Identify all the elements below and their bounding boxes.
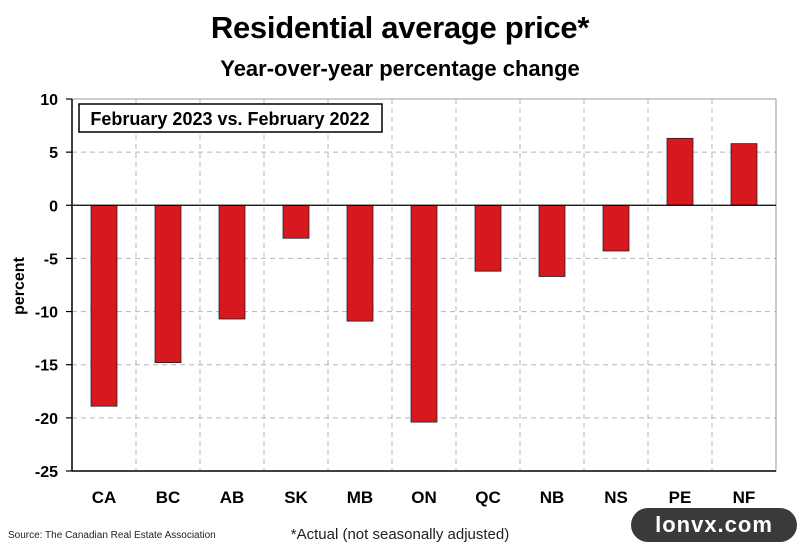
y-tick-label: -10 [35,305,58,322]
footnote: *Actual (not seasonally adjusted) [290,526,510,543]
axes [66,98,777,472]
bar-sk [282,204,310,239]
x-tick-label: PE [669,488,692,507]
x-tick-label: ON [411,488,437,507]
y-tick-label: -15 [35,358,58,375]
chart-title: Residential average price* [210,10,590,45]
x-tick-label: SK [284,488,308,507]
y-tick-label: 5 [49,145,58,162]
watermark-badge: lonvx.com [631,508,797,542]
bar-ca [90,204,118,407]
bar-qc [474,204,502,272]
y-axis-title: percent [11,256,28,314]
x-tick-label: NB [540,488,565,507]
axis-labels: 10 5 0 -5 -10 -15 -20 -25 CA BC AB SK MB ON QC NB NS PE NF [35,92,755,507]
y-tick-label: -20 [35,411,58,428]
x-tick-label: NF [733,488,756,507]
bars [90,137,758,423]
annotation-text: February 2023 vs. February 2022 [90,109,369,129]
y-tick-label: 10 [40,92,58,109]
bar-ns [602,204,630,252]
annotation-box: February 2023 vs. February 2022 [78,103,383,133]
x-tick-label: AB [220,488,245,507]
chart-subtitle: Year-over-year percentage change [220,56,580,81]
x-tick-label: BC [156,488,181,507]
bar-nb [538,204,566,277]
bar-pe [666,137,694,206]
y-tick-label: 0 [49,198,58,215]
x-tick-label: NS [604,488,628,507]
x-tick-label: MB [347,488,373,507]
y-tick-label: -25 [35,464,58,481]
bar-ab [218,204,246,320]
bar-mb [346,204,374,322]
bar-nf [730,143,758,206]
x-tick-label: QC [475,488,501,507]
bar-on [410,204,438,423]
bar-bc [154,204,182,363]
y-tick-label: -5 [44,251,58,268]
source-note: Source: The Canadian Real Estate Associa… [8,530,216,541]
x-tick-label: CA [92,488,117,507]
